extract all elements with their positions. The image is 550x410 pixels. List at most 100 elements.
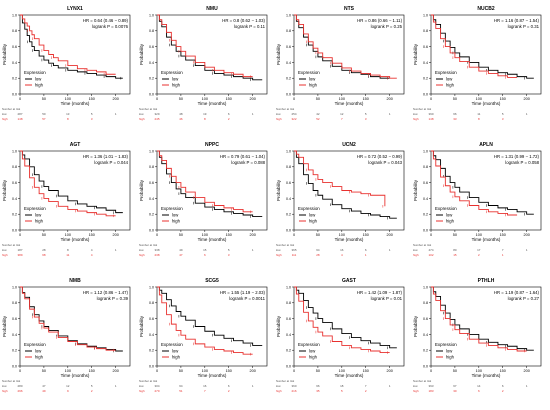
risk-count-high: 238: [154, 253, 159, 257]
legend-label-low: low: [35, 349, 42, 354]
risk-count-low: 64: [316, 248, 320, 252]
km-curve-high: [157, 286, 253, 355]
y-tick-label: 1.0: [423, 285, 428, 289]
x-tick-label: 0: [293, 233, 295, 237]
legend-label-high: high: [172, 355, 181, 360]
risk-count-low: 287: [17, 112, 22, 116]
risk-table-header: Number at risk: [139, 243, 158, 247]
risk-count-low: 11: [477, 112, 480, 116]
chart-title: PTHLH: [478, 278, 495, 284]
y-tick-label: 0.2: [12, 213, 17, 217]
risk-count-low: 5: [502, 112, 504, 116]
y-tick-label: 0.6: [423, 181, 428, 185]
km-chart-svg: GAST HR = 1.42 (1.09 − 1.87)logrank P = 0…: [276, 278, 405, 393]
y-tick-label: 0.6: [286, 181, 291, 185]
y-axis-label: Probability: [413, 315, 418, 337]
y-tick-label: 0.8: [423, 29, 428, 33]
y-tick-label: 0.8: [12, 29, 17, 33]
risk-count-high: 49: [42, 389, 46, 393]
legend-label-high: high: [172, 83, 181, 88]
risk-count-high: 51: [179, 389, 183, 393]
km-panel-nucb2: NUCB2 HR = 1.16 (0.87 − 1.54) logrank P = …: [411, 2, 548, 138]
risk-row-label-high: high: [276, 389, 282, 393]
km-curve-high: [157, 14, 253, 78]
risk-count-low: 15: [203, 248, 207, 252]
plot-frame: [430, 150, 542, 231]
km-curve-low: [157, 150, 263, 218]
risk-count-low: 1: [115, 112, 117, 116]
risk-table-header: Number at risk: [413, 379, 432, 383]
x-tick-label: 0: [156, 97, 158, 101]
y-tick-label: 0.6: [286, 317, 291, 321]
risk-row-label-high: high: [413, 389, 419, 393]
y-tick-label: 0.8: [286, 301, 291, 305]
y-tick-label: 0.6: [12, 181, 17, 185]
x-tick-label: 50: [42, 233, 46, 237]
km-curve-low: [157, 14, 263, 81]
risk-count-low: 338: [154, 248, 159, 252]
x-tick-label: 100: [339, 369, 345, 373]
km-chart-svg: UCN2 HR = 0.72 (0.52 − 0.99)logrank P = 0…: [276, 142, 405, 257]
x-tick-label: 0: [19, 369, 21, 373]
risk-count-low: 8: [67, 248, 69, 252]
y-tick-label: 0.2: [12, 77, 17, 81]
y-axis-label: Probability: [2, 43, 7, 65]
risk-count-low: 1: [389, 248, 391, 252]
km-panel-nmu: NMU HR = 0.8 (0.62 − 1.03) logrank P = 0.1…: [137, 2, 274, 138]
y-tick-label: 0.4: [12, 197, 17, 201]
y-tick-label: 0.0: [149, 228, 154, 232]
legend-title: Expression: [161, 206, 183, 211]
x-tick-label: 0: [293, 369, 295, 373]
risk-count-low: 66: [453, 112, 457, 116]
risk-row-label-low: low: [2, 248, 7, 252]
x-tick-label: 100: [476, 233, 482, 237]
risk-table-header: Number at risk: [413, 107, 432, 111]
km-curve-high: [294, 150, 386, 207]
risk-row-label-high: high: [2, 389, 8, 393]
risk-count-low: 64: [179, 384, 183, 388]
x-tick-label: 100: [476, 97, 482, 101]
risk-count-high: 8: [478, 117, 480, 121]
risk-count-high: 2: [502, 389, 504, 393]
y-tick-label: 0.2: [12, 349, 17, 353]
km-chart-svg: SCG5 HR = 1.55 (1.19 − 2.03)logrank P = 0…: [139, 278, 268, 393]
x-tick-label: 0: [430, 233, 432, 237]
km-panel-nmb: NMB HR = 1.12 (0.86 − 1.47) logrank P = 0.…: [0, 274, 137, 410]
risk-count-high: 5: [341, 389, 343, 393]
y-tick-label: 0.2: [423, 349, 428, 353]
x-tick-label: 150: [363, 369, 369, 373]
km-curve-high: [157, 150, 253, 213]
chart-title: LYNX1: [67, 6, 83, 12]
y-tick-label: 0.0: [149, 364, 154, 368]
x-axis-label: Time (months): [472, 373, 501, 378]
risk-count-high: 1: [365, 253, 367, 257]
risk-count-low: 18: [340, 384, 344, 388]
legend-label-low: low: [309, 77, 316, 82]
y-tick-label: 0.6: [286, 45, 291, 49]
km-curve-high: [20, 150, 116, 217]
y-tick-label: 0.0: [12, 92, 17, 96]
risk-count-low: 1: [252, 384, 254, 388]
y-tick-label: 0.2: [149, 349, 154, 353]
y-tick-label: 1.0: [286, 149, 291, 153]
chart-title: SCG5: [205, 278, 219, 284]
y-tick-label: 0.6: [423, 45, 428, 49]
risk-count-low: 1: [526, 248, 528, 252]
x-tick-label: 200: [523, 233, 529, 237]
x-tick-label: 200: [112, 97, 118, 101]
y-tick-label: 0.0: [12, 228, 17, 232]
y-tick-label: 0.6: [12, 317, 17, 321]
x-tick-label: 200: [249, 97, 255, 101]
x-tick-label: 50: [316, 233, 320, 237]
x-axis-label: Time (months): [335, 237, 364, 242]
km-curve-high: [431, 14, 518, 78]
y-tick-label: 1.0: [149, 149, 154, 153]
risk-count-high: 296: [17, 389, 22, 393]
y-tick-label: 0.4: [423, 197, 428, 201]
x-tick-label: 100: [65, 97, 71, 101]
risk-row-label-low: low: [276, 248, 281, 252]
legend-label-high: high: [172, 219, 181, 224]
legend-title: Expression: [298, 342, 320, 347]
legend-label-high: high: [35, 355, 44, 360]
